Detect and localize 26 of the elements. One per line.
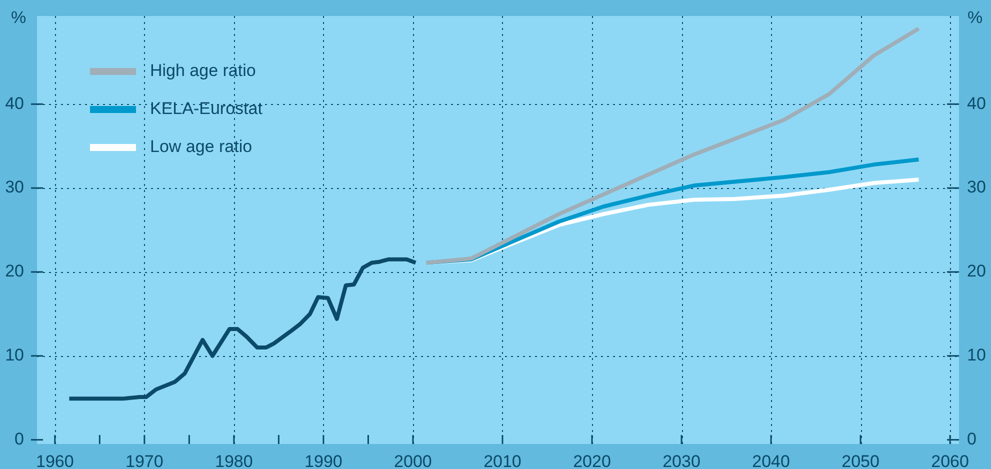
- y-tick-label: 10: [5, 346, 24, 365]
- legend-label: High age ratio: [150, 61, 256, 81]
- y-tick-label: 30: [5, 178, 24, 197]
- x-tick-label: 2000: [394, 452, 432, 469]
- y2-tick-label: 40: [967, 94, 986, 113]
- legend-label: Low age ratio: [150, 137, 252, 157]
- x-tick-label: 2020: [573, 452, 611, 469]
- x-tick-label: 2060: [931, 452, 969, 469]
- y2-tick-label: 0: [967, 429, 976, 448]
- y2-tick-label: 10: [967, 346, 986, 365]
- y-tick-label: 0: [14, 429, 24, 448]
- y2-tick-label: 30: [967, 178, 986, 197]
- x-tick-label: 1960: [36, 452, 74, 469]
- y-axis-title: %: [10, 8, 26, 28]
- y-tick-label: 40: [5, 94, 24, 113]
- y-tick-label: 20: [5, 262, 24, 281]
- x-tick-label: 2050: [842, 452, 880, 469]
- x-tick-label: 2010: [484, 452, 522, 469]
- x-tick-label: 2040: [752, 452, 790, 469]
- y2-tick-label: 20: [967, 262, 986, 281]
- x-tick-label: 1990: [304, 452, 342, 469]
- legend-label: KELA-Eurostat: [150, 99, 262, 119]
- y2-axis-title: %: [967, 8, 983, 28]
- x-tick-label: 1980: [215, 452, 253, 469]
- x-tick-label: 1970: [126, 452, 164, 469]
- x-tick-label: 2030: [662, 452, 700, 469]
